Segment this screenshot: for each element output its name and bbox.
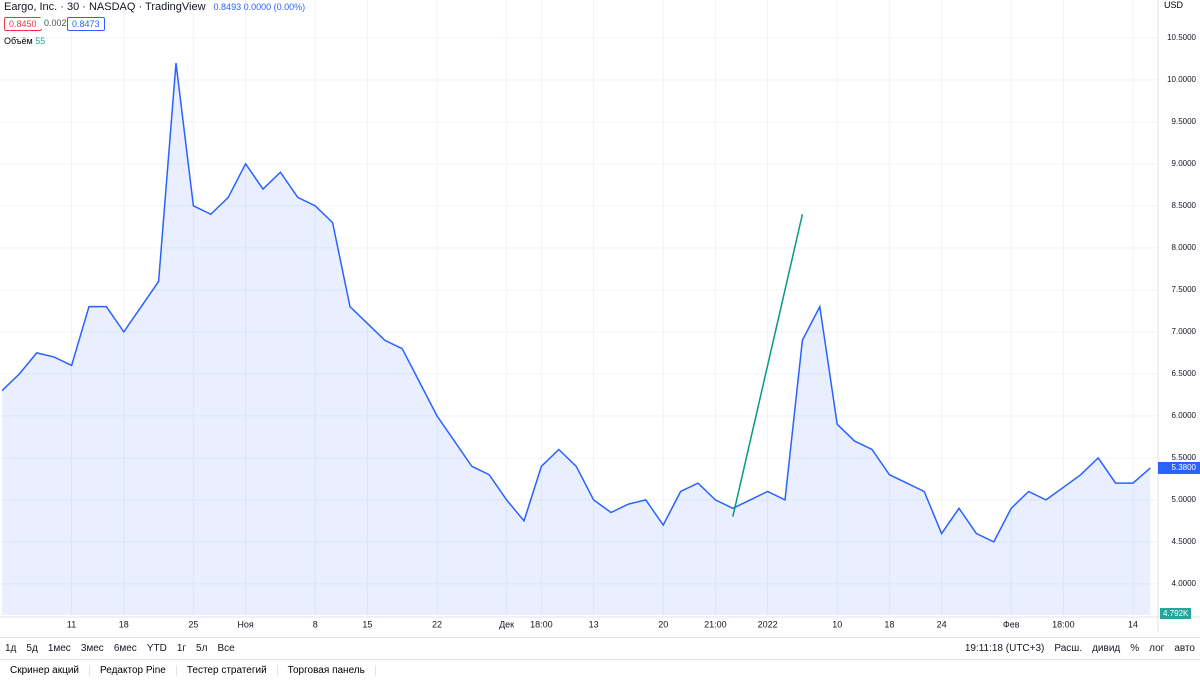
x-tick-label: 18: [119, 619, 129, 629]
range-button[interactable]: 5л: [196, 643, 208, 654]
quote: 0.8493 0.0000 (0.00%): [213, 2, 306, 12]
x-tick-label: Дек: [499, 619, 514, 629]
ask: 0.8473: [67, 17, 105, 31]
y-tick-label: 5.5000: [1172, 453, 1197, 462]
range-button[interactable]: 5д: [26, 643, 38, 654]
toggle[interactable]: Расш.: [1054, 643, 1083, 654]
clock[interactable]: 19:11:18 (UTC+3): [964, 643, 1045, 654]
x-tick-label: 25: [188, 619, 198, 629]
y-tick-label: 8.0000: [1172, 243, 1197, 252]
y-tick-label: 10.0000: [1167, 75, 1196, 84]
last-price-label: 5.3800: [1172, 463, 1197, 472]
x-tick-label: Фев: [1003, 619, 1020, 629]
y-tick-label: 10.5000: [1167, 33, 1196, 42]
y-tick-label: 9.5000: [1172, 117, 1197, 126]
y-tick-label: 9.0000: [1172, 159, 1197, 168]
x-tick-label: 21:00: [704, 619, 727, 629]
range-button[interactable]: YTD: [146, 643, 167, 654]
range-button[interactable]: 1д: [5, 643, 17, 654]
x-tick-label: 2022: [758, 619, 778, 629]
panel-tab[interactable]: Торговая панель: [278, 664, 376, 676]
range-button[interactable]: 1мес: [47, 643, 71, 654]
y-tick-label: 8.5000: [1172, 201, 1197, 210]
y-tick-label: 6.0000: [1172, 411, 1197, 420]
x-tick-label: 15: [362, 619, 372, 629]
chart: 4.0000 4.5000 5.0000 5.5000 6.0000 6.5000 7.00…: [0, 0, 1200, 632]
range-button[interactable]: 1г: [176, 643, 187, 654]
last-price-tag: [1158, 461, 1200, 474]
y-tick-label: 7.0000: [1172, 327, 1197, 336]
x-tick-label: 22: [432, 619, 442, 629]
volume-value: 55: [35, 36, 46, 46]
x-tick-label: 11: [67, 619, 76, 629]
y-tick-label: 7.5000: [1172, 285, 1197, 294]
x-tick-label: 24: [937, 619, 947, 629]
panel-tab[interactable]: Тестер стратегий: [177, 664, 278, 676]
y-tick-label: 4.5000: [1172, 537, 1197, 546]
x-tick-label: 20: [658, 619, 668, 629]
x-tick-label: Ноя: [237, 619, 254, 629]
bottom-toolbar: 1д 5д 1мес 3мес 6мес YTD 1г 5л Все 19:11:18 (UTC+…: [0, 637, 1200, 659]
y-tick-label: 5.0000: [1172, 495, 1197, 504]
y-tick-label: 4.0000: [1172, 579, 1197, 588]
area-fill: [2, 63, 1151, 616]
y-tick-label: 6.5000: [1172, 369, 1197, 378]
price-line: [1, 62, 1151, 543]
toggle[interactable]: %: [1130, 643, 1140, 654]
range-button[interactable]: 6мес: [113, 643, 137, 654]
x-tick-label: 8: [313, 619, 318, 629]
symbol[interactable]: Eargo, Inc. · 30 · NASDAQ · TradingView: [4, 1, 206, 13]
volume-legend: Объём 55: [4, 36, 45, 46]
x-tick-label: 10: [832, 619, 842, 629]
price-line: [732, 214, 804, 517]
volume-label: Объём: [4, 36, 33, 46]
panel-tab[interactable]: Редактор Pine: [90, 664, 177, 676]
toggle[interactable]: лог: [1149, 643, 1165, 654]
toggle[interactable]: авто: [1174, 643, 1195, 654]
range-button[interactable]: 3мес: [80, 643, 104, 654]
panel-tab[interactable]: Скринер акций: [0, 664, 91, 676]
x-tick-label: 18:00: [530, 619, 553, 629]
bid: 0.8450: [4, 17, 42, 31]
x-tick-label: 14: [1128, 619, 1138, 629]
currency[interactable]: USD: [1164, 0, 1184, 10]
legend: Eargo, Inc. · 30 · NASDAQ · TradingView …: [4, 0, 305, 14]
panel-tabs: Скринер акций Редактор Pine Тестер стратег…: [0, 659, 1200, 680]
volume-tag: 4.792K: [1160, 608, 1192, 619]
spread: 0.0023: [40, 17, 76, 29]
x-tick-label: 18:00: [1052, 619, 1075, 629]
range-button[interactable]: Все: [217, 643, 235, 654]
x-tick-label: 18: [884, 619, 894, 629]
x-tick-label: 13: [589, 619, 599, 629]
toggle[interactable]: дивид: [1092, 643, 1121, 654]
